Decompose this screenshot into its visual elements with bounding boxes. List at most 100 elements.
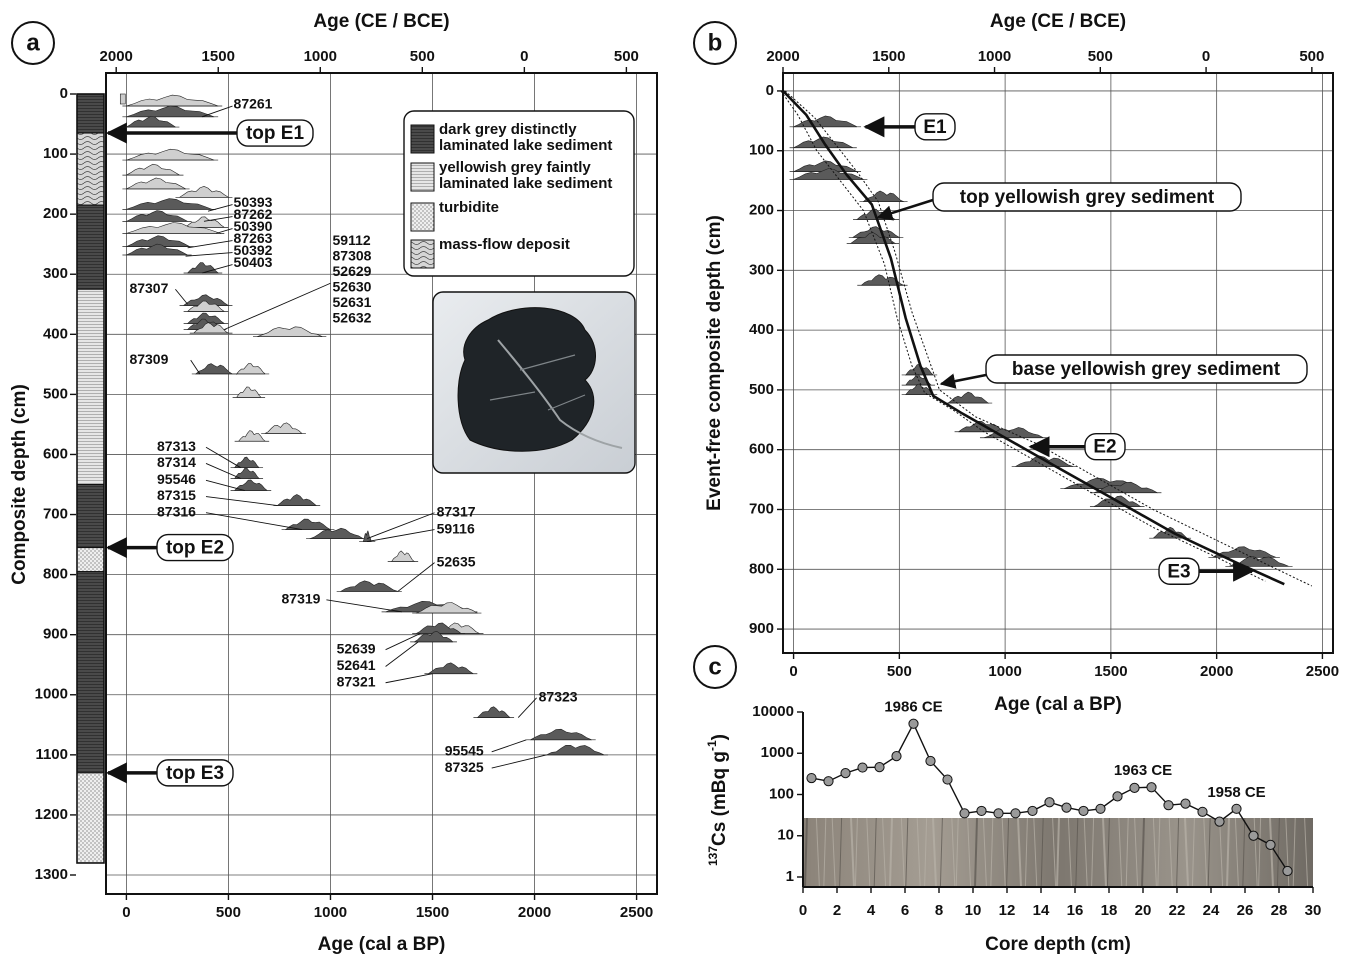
- core-lamina: [1152, 817, 1157, 888]
- annotation-box: [932, 182, 1242, 212]
- sample-leader: [385, 641, 419, 667]
- x-axis-label: Age (cal a BP): [318, 934, 446, 955]
- core-lamina: [1056, 817, 1060, 888]
- x-tick-label: 24: [1203, 902, 1220, 919]
- sample-leader: [491, 754, 547, 769]
- core-lamina: [1134, 817, 1139, 888]
- cs-data-point: [1163, 800, 1174, 811]
- cs-data-point: [1027, 805, 1038, 817]
- panel-label-a: a: [26, 29, 40, 56]
- core-lamina: [831, 817, 836, 888]
- plot-frame-b: [782, 72, 1334, 654]
- core-lamina: [1125, 817, 1129, 888]
- cs-data-point: [874, 762, 885, 773]
- sample-label: 52629: [333, 263, 372, 279]
- core-lamina: [1091, 817, 1095, 888]
- core-lamina: [1234, 817, 1239, 888]
- core-lamina: [882, 817, 887, 888]
- age-distribution: [1211, 546, 1277, 558]
- model-median: [782, 89, 1285, 586]
- core-lamina: [1083, 817, 1088, 888]
- age-distribution: [362, 530, 372, 542]
- y-tick-label: 100: [769, 785, 794, 802]
- age-distribution: [234, 467, 260, 479]
- cs-data-point: [1078, 805, 1089, 817]
- y-tick-label: 600: [43, 445, 68, 462]
- core-lamina: [1258, 817, 1262, 888]
- age-distribution: [264, 422, 303, 434]
- core-lamina: [955, 817, 959, 888]
- annotation-box: [1084, 433, 1126, 461]
- age-distribution: [390, 550, 416, 563]
- sample-label: 50403: [234, 254, 273, 270]
- y-tick-label: 700: [749, 500, 774, 517]
- x-tick-label: 10: [965, 902, 982, 919]
- age-distribution: [276, 494, 317, 506]
- age-distribution: [125, 210, 189, 222]
- sample-label: 52635: [437, 553, 476, 569]
- cs-data-point: [1197, 806, 1208, 817]
- sample-label: 52641: [337, 657, 376, 673]
- y-tick-label: 1200: [35, 806, 68, 823]
- sample-leader: [185, 252, 233, 257]
- age-distribution: [947, 391, 989, 404]
- cs-data-point: [942, 774, 953, 785]
- x-tick-label: 1000: [314, 904, 347, 921]
- cs-data-point: [1010, 808, 1021, 819]
- age-distribution: [125, 243, 188, 256]
- cs-annotation: 1963 CE: [1114, 762, 1172, 779]
- core-lamina: [1253, 817, 1258, 888]
- y-tick-label: 400: [43, 325, 68, 342]
- age-distribution: [256, 326, 324, 338]
- core-lamina: [900, 817, 905, 888]
- sample-label: 52639: [337, 640, 376, 656]
- age-distribution: [125, 148, 215, 161]
- sample-label: 87309: [129, 351, 168, 367]
- sample-label: 59116: [437, 520, 475, 536]
- annotation-arrow: [876, 198, 934, 221]
- event-marker-label: top E2: [166, 538, 224, 559]
- core-lamina: [889, 817, 893, 888]
- y-tick-label: 400: [749, 321, 774, 338]
- core-lamina: [967, 817, 972, 888]
- sample-label: 95545: [445, 743, 484, 759]
- cs-data-point: [1180, 798, 1191, 809]
- core-lamina: [854, 817, 858, 888]
- sample-leader: [224, 282, 331, 330]
- cs-data-point: [1146, 782, 1157, 793]
- x-top-tick-label: 500: [614, 48, 639, 65]
- age-distribution: [415, 622, 462, 634]
- x-top-tick-label: 500: [1299, 48, 1324, 65]
- x-top-tick-label: 1000: [304, 48, 337, 65]
- x-tick-label: 1500: [416, 904, 449, 921]
- y-axis-label: Composite depth (cm): [9, 384, 30, 585]
- strat-unit-massflow: [76, 132, 105, 206]
- age-distribution: [125, 94, 219, 107]
- x-tick-label: 20: [1135, 902, 1152, 919]
- sample-label: 50390: [234, 218, 273, 234]
- core-lamina: [1242, 817, 1246, 888]
- cs-annotation: 1958 CE: [1207, 784, 1265, 801]
- cs-data-point: [925, 755, 936, 767]
- y-tick-label: 1: [786, 868, 794, 885]
- age-distribution: [185, 216, 225, 228]
- x-tick-label: 2000: [1200, 663, 1233, 680]
- x-tick-label: 0: [799, 902, 807, 919]
- sample-leader: [203, 216, 233, 222]
- y-axis-label: 137Cs (mBq g-1): [705, 734, 730, 866]
- core-lamina: [839, 817, 843, 888]
- x-top-tick-label: 0: [1202, 48, 1210, 65]
- x-top-tick-label: 2000: [100, 48, 133, 65]
- sample-leader: [205, 463, 241, 479]
- x-tick-label: 30: [1305, 902, 1322, 919]
- y-tick-label: 1300: [35, 866, 68, 883]
- core-lamina: [1184, 817, 1189, 888]
- strat-unit-turbidite: [76, 772, 105, 864]
- y-axis-label-main: Cs (mBq g: [709, 751, 730, 846]
- strat-unit-dark: [76, 93, 105, 134]
- core-lamina: [1203, 817, 1208, 888]
- sample-label: 50392: [234, 242, 273, 258]
- y-tick-label: 800: [749, 560, 774, 577]
